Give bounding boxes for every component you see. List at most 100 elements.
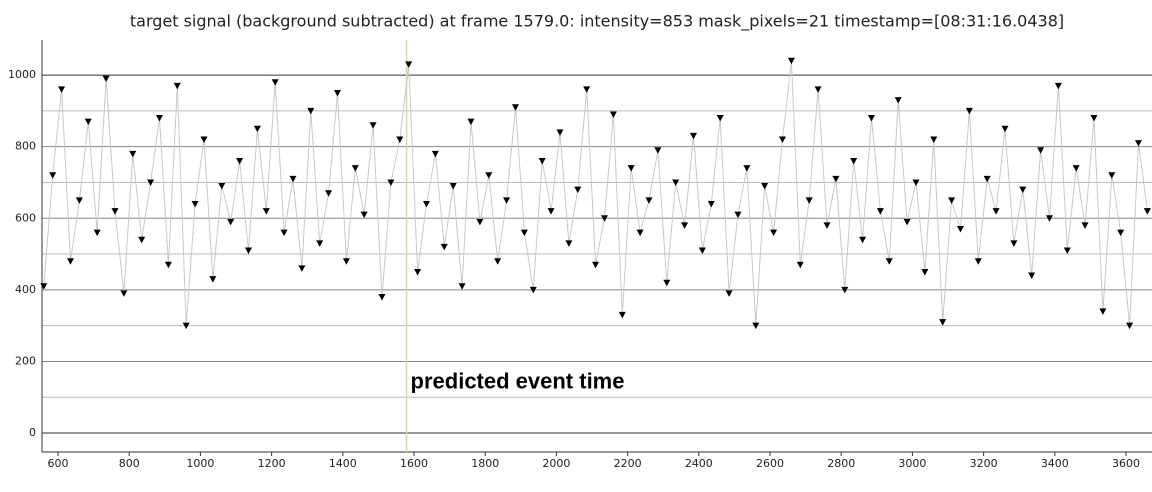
marker <box>1028 272 1036 280</box>
annotation: predicted event time <box>411 369 625 394</box>
marker <box>948 197 956 204</box>
marker <box>832 175 840 183</box>
marker <box>547 208 555 215</box>
x-tick-label: 800 <box>119 457 140 470</box>
marker <box>351 165 359 172</box>
marker <box>805 197 813 204</box>
x-tick-label: 3200 <box>970 457 998 470</box>
marker <box>618 311 626 319</box>
marker <box>138 236 146 244</box>
marker <box>449 183 457 190</box>
marker <box>191 200 199 208</box>
marker <box>663 279 671 287</box>
marker <box>761 183 769 190</box>
marker <box>422 200 430 208</box>
y-tick-label: 800 <box>15 140 36 153</box>
marker <box>1126 322 1134 330</box>
chart-title: target signal (background subtracted) at… <box>130 12 1064 32</box>
x-tick-label: 2600 <box>756 457 784 470</box>
marker <box>511 104 519 111</box>
marker <box>1099 308 1107 315</box>
marker <box>289 175 297 183</box>
x-tick-label: 1000 <box>186 457 214 470</box>
x-tick-label: 600 <box>48 457 69 470</box>
marker <box>360 211 368 219</box>
marker <box>182 322 190 330</box>
marker <box>1054 82 1062 90</box>
x-tick-label: 1400 <box>329 457 357 470</box>
marker <box>440 243 448 251</box>
marker <box>885 258 893 265</box>
marker <box>689 132 697 140</box>
marker <box>752 322 760 330</box>
y-tick-label: 1000 <box>8 68 36 81</box>
marker <box>529 286 537 294</box>
marker <box>369 122 377 129</box>
marker <box>58 86 66 93</box>
marker <box>796 261 804 269</box>
marker <box>75 197 83 204</box>
marker <box>325 190 333 197</box>
marker <box>111 208 119 215</box>
marker <box>574 186 582 194</box>
marker <box>120 290 128 297</box>
marker <box>645 197 653 204</box>
marker <box>155 115 163 122</box>
marker <box>707 200 715 208</box>
marker <box>841 286 849 294</box>
marker <box>316 240 324 247</box>
marker <box>770 229 778 237</box>
marker <box>40 283 48 290</box>
marker <box>49 172 57 179</box>
marker <box>1001 125 1009 133</box>
marker <box>538 157 546 165</box>
marker <box>1010 240 1018 247</box>
marker <box>1063 247 1071 254</box>
marker <box>743 165 751 172</box>
marker <box>778 136 786 144</box>
marker <box>476 218 484 226</box>
x-tick-label: 3600 <box>1112 457 1140 470</box>
marker <box>280 229 288 237</box>
marker <box>983 175 991 183</box>
marker <box>333 89 341 97</box>
marker <box>859 236 867 244</box>
marker <box>1045 215 1053 222</box>
marker <box>414 268 422 276</box>
marker <box>1090 115 1098 122</box>
marker <box>129 150 137 158</box>
marker <box>84 118 92 126</box>
marker <box>867 115 875 122</box>
marker <box>1037 147 1045 154</box>
y-tick-label: 400 <box>15 283 36 296</box>
marker <box>458 283 466 290</box>
marker <box>396 136 404 144</box>
marker <box>787 57 795 65</box>
marker <box>147 179 155 186</box>
marker <box>716 115 724 122</box>
marker <box>672 179 680 186</box>
marker <box>485 172 493 179</box>
marker <box>609 111 617 118</box>
marker <box>262 208 270 215</box>
marker <box>200 136 208 144</box>
marker <box>503 197 511 204</box>
marker <box>956 225 964 233</box>
y-tick-label: 600 <box>15 211 36 224</box>
x-tick-label: 1600 <box>400 457 428 470</box>
marker <box>218 183 226 190</box>
marker <box>253 125 261 133</box>
x-tick-label: 2800 <box>827 457 855 470</box>
marker <box>876 208 884 215</box>
marker <box>894 97 902 104</box>
marker <box>1143 208 1151 215</box>
marker <box>342 258 350 265</box>
marker <box>965 107 973 115</box>
marker <box>600 215 608 222</box>
marker <box>850 157 858 165</box>
marker <box>725 290 733 297</box>
marker <box>974 258 982 265</box>
marker <box>698 247 706 254</box>
marker <box>298 265 306 272</box>
